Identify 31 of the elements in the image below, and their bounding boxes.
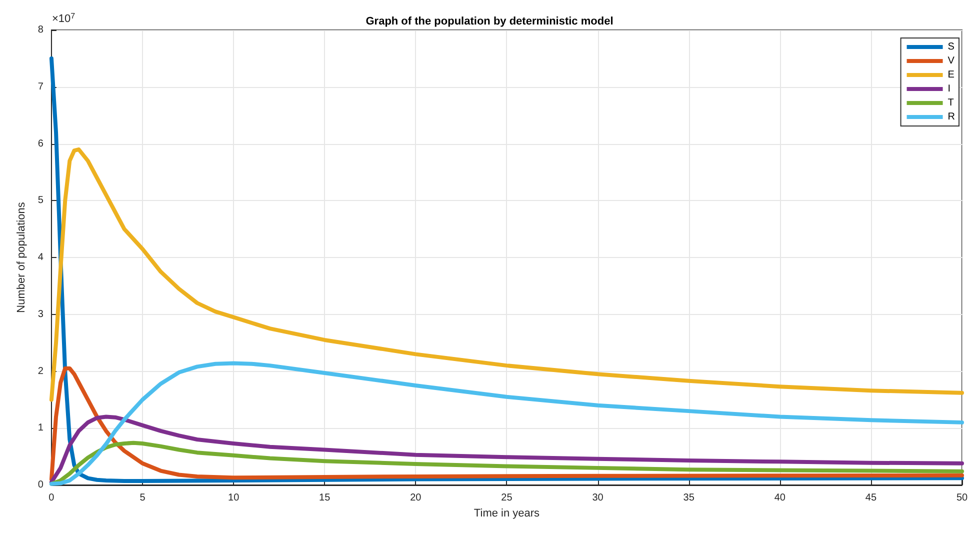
y-axis-title: Number of populations [16, 202, 28, 313]
y-tick-label: 5 [38, 195, 44, 206]
x-tick-label: 30 [592, 492, 604, 504]
legend-label: E [948, 70, 955, 80]
y-tick-label: 8 [38, 24, 44, 36]
legend-label: T [948, 98, 954, 108]
legend-label: V [948, 56, 955, 66]
line-series [49, 147, 964, 402]
x-tick-label: 15 [319, 492, 331, 504]
y-tick-label: 4 [38, 252, 44, 263]
legend-label: S [948, 42, 955, 52]
x-axis-title: Time in years [474, 507, 540, 520]
x-tick-label: 50 [956, 492, 968, 504]
y-tick-label: 3 [38, 308, 44, 320]
x-tick-label: 20 [410, 492, 422, 504]
x-tick-label: 45 [865, 492, 877, 504]
x-tick-label: 5 [140, 492, 146, 504]
legend-label: R [948, 112, 956, 122]
chart-title: Graph of the population by deterministic model [366, 16, 614, 28]
legend-label: I [948, 84, 951, 94]
x-tick-label: 0 [48, 492, 55, 504]
y-tick-label: 7 [38, 81, 44, 92]
x-tick-label: 40 [774, 492, 786, 504]
line-series [49, 56, 964, 484]
x-tick-label: 10 [228, 492, 240, 504]
y-tick-label: 2 [38, 366, 44, 377]
x-tick-label: 25 [501, 492, 513, 504]
x-tick-label: 35 [683, 492, 695, 504]
y-tick-label: 0 [38, 480, 44, 490]
y-tick-label: 1 [38, 422, 44, 434]
y-tick-label: 6 [38, 138, 44, 150]
